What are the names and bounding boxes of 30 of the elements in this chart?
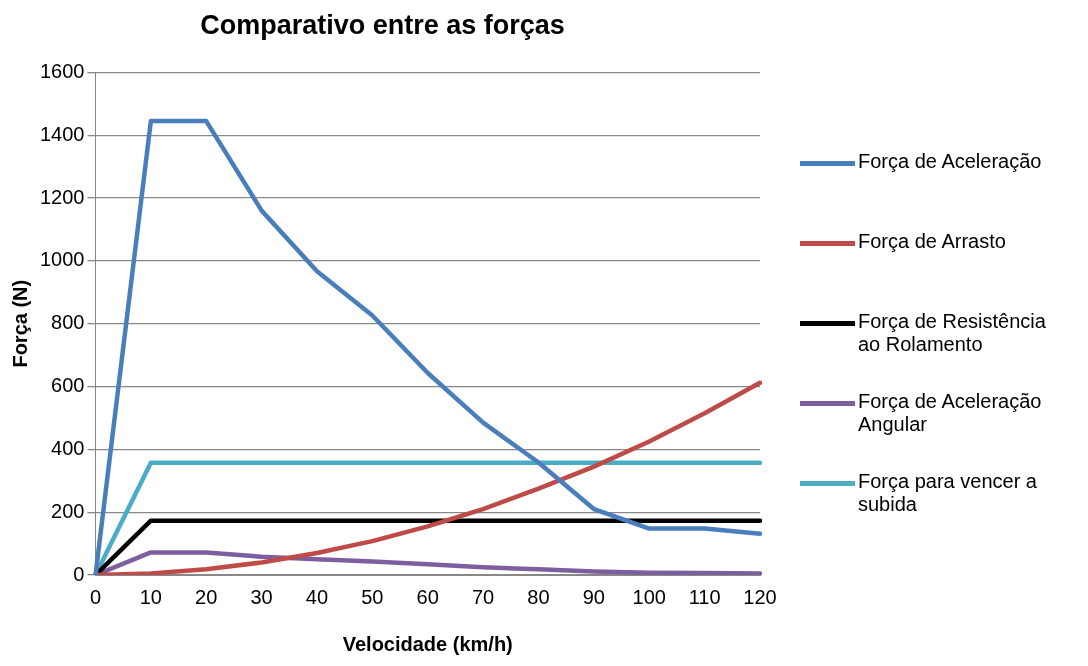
- y-axis-title: Força (N): [8, 279, 31, 368]
- y-tick-label: 400: [51, 436, 85, 459]
- x-tick-label: 80: [527, 585, 550, 608]
- y-tick-label: 1400: [39, 122, 85, 145]
- x-tick-label: 90: [582, 585, 605, 608]
- y-tick-label: 0: [73, 562, 85, 585]
- legend-label: Força de Arrasto: [858, 230, 1006, 253]
- legend-label: Força de Aceleração Angular: [858, 390, 1043, 436]
- y-tick-label: 1600: [39, 59, 85, 82]
- y-tick-label: 1200: [39, 185, 85, 208]
- x-tick-label: 20: [195, 585, 218, 608]
- x-tick-label: 30: [250, 585, 273, 608]
- y-tick-label: 200: [51, 499, 85, 522]
- y-tick-label: 1000: [39, 248, 85, 271]
- y-tick-label: 600: [51, 374, 85, 397]
- x-tick-label: 110: [688, 585, 721, 608]
- x-tick-label: 100: [632, 585, 666, 608]
- legend-label: Força de Aceleração: [858, 150, 1042, 173]
- x-tick-label: 50: [361, 585, 384, 608]
- x-axis-title: Velocidade (km/h): [342, 632, 513, 655]
- x-tick-label: 40: [305, 585, 329, 608]
- x-tick-label: 120: [743, 585, 777, 608]
- x-tick-label: 0: [89, 585, 102, 608]
- legend-label: Força de Resistência ao Rolamento: [858, 310, 1047, 356]
- y-tick-label: 800: [51, 311, 85, 334]
- legend-label: Força para vencer a subida: [858, 470, 1038, 516]
- x-tick-label: 70: [472, 585, 495, 608]
- x-tick-label: 60: [416, 585, 439, 608]
- x-tick-label: 10: [139, 585, 162, 608]
- chart-title: Comparativo entre as forças: [200, 9, 565, 40]
